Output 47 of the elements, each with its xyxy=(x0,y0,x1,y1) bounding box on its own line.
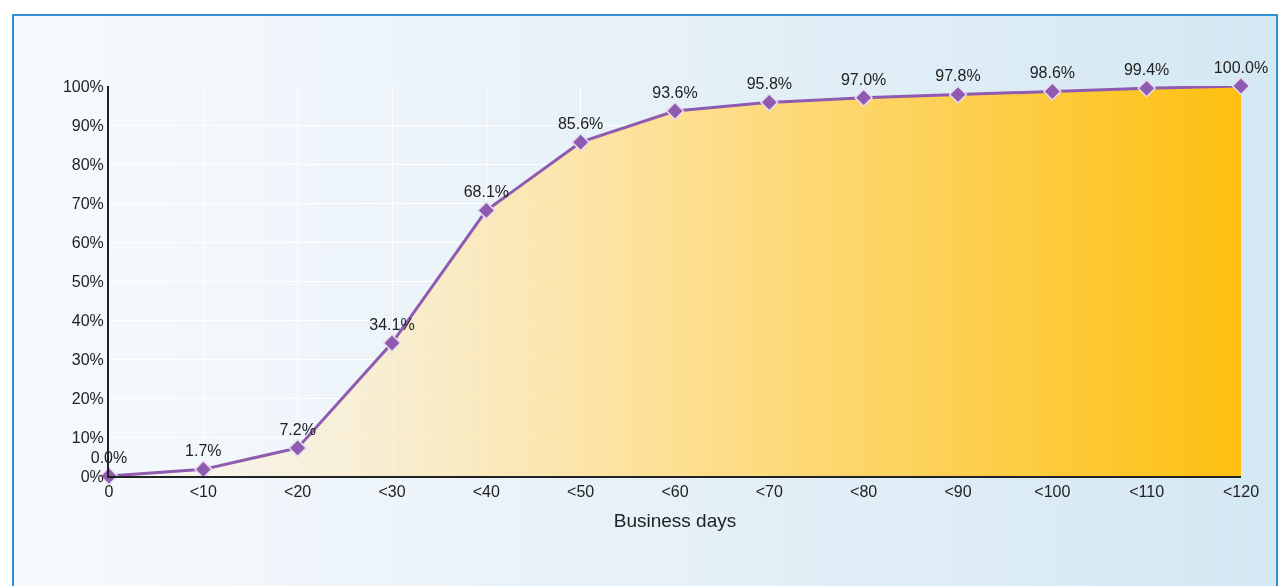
y-tick-label: 0% xyxy=(80,467,104,485)
x-tick-label: <110 xyxy=(1129,483,1165,501)
y-tick-label: 50% xyxy=(71,272,104,290)
y-tick-label: 20% xyxy=(71,389,104,407)
x-tick-label: <30 xyxy=(378,483,406,501)
point xyxy=(1231,76,1251,96)
x-axis-title: Business days xyxy=(613,509,737,531)
point xyxy=(571,132,590,152)
data-label: 97.8% xyxy=(935,67,981,85)
point xyxy=(288,438,307,458)
x-tick-label: <90 xyxy=(944,483,972,501)
y-tick-label: 70% xyxy=(71,194,104,212)
point xyxy=(1043,82,1062,101)
point xyxy=(477,201,496,220)
data-label: 85.6% xyxy=(557,115,604,133)
data-label: 97.0% xyxy=(840,70,887,88)
x-tick-label: <10 xyxy=(189,483,217,501)
x-tick-label: <100 xyxy=(1034,483,1071,501)
y-tick-label: 100% xyxy=(62,77,104,95)
point xyxy=(665,101,685,121)
x-tick-label: 0 xyxy=(104,483,114,501)
data-label: 1.7% xyxy=(185,442,222,460)
y-tick-label: 40% xyxy=(71,311,104,329)
y-tick-label: 60% xyxy=(71,233,104,251)
point xyxy=(194,460,213,479)
x-tick-label: <40 xyxy=(472,483,500,501)
data-label: 99.4% xyxy=(1123,61,1170,79)
x-tick-label: <60 xyxy=(661,483,689,501)
point xyxy=(1137,79,1156,98)
x-tick-label: <50 xyxy=(567,483,595,501)
x-tick-label: <80 xyxy=(850,483,878,501)
point xyxy=(854,88,873,107)
data-label: 93.6% xyxy=(652,83,698,101)
x-tick-label: <70 xyxy=(755,483,783,501)
data-label: 100.0% xyxy=(1213,58,1269,76)
point xyxy=(760,93,779,112)
data-label: 98.6% xyxy=(1029,64,1076,82)
y-tick-label: 80% xyxy=(71,155,104,173)
x-tick-label: <20 xyxy=(284,483,312,501)
y-tick-label: 30% xyxy=(71,350,104,368)
y-tick-label: 90% xyxy=(71,116,104,134)
data-label: 68.1% xyxy=(463,183,510,201)
point xyxy=(948,85,968,104)
x-tick-label: <120 xyxy=(1222,483,1260,501)
data-label: 95.8% xyxy=(746,75,793,93)
point xyxy=(382,333,402,353)
y-tick-label: 10% xyxy=(71,428,104,446)
